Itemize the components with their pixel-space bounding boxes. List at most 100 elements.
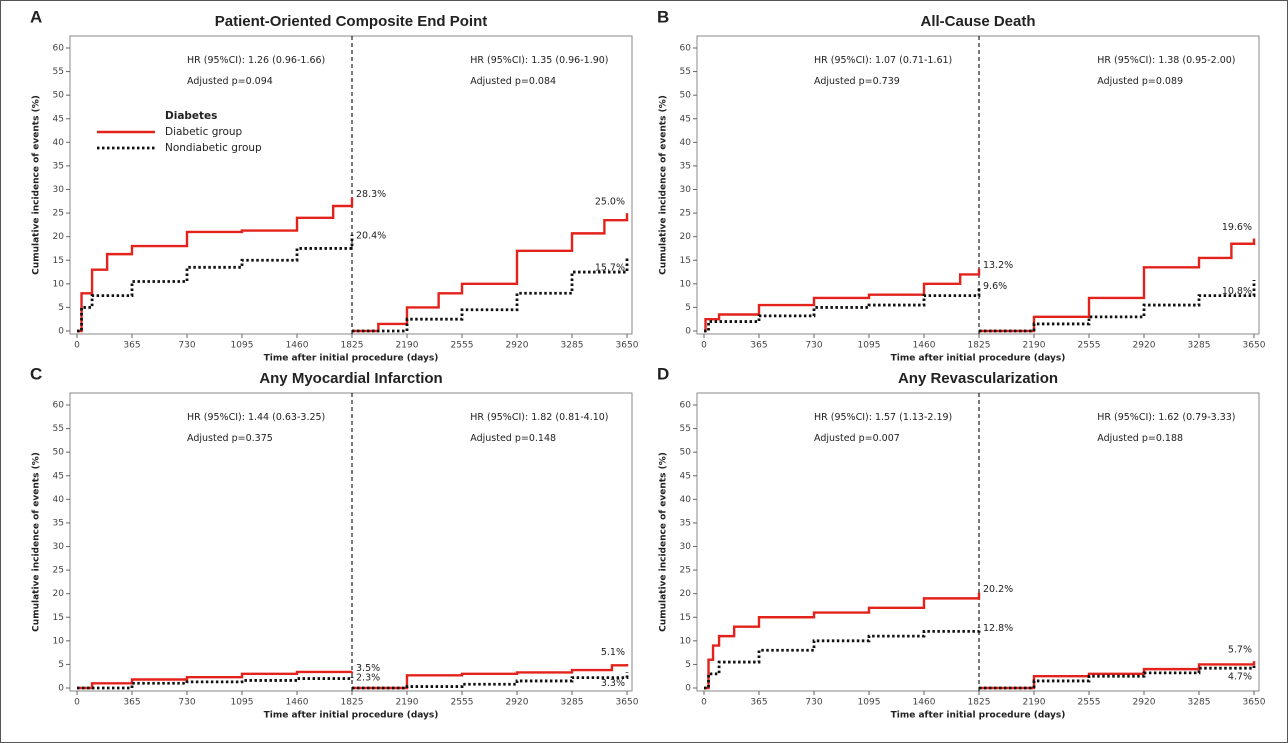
annotation: Adjusted p=0.375 [187, 433, 273, 444]
y-tick-label: 5 [58, 660, 64, 670]
x-tick-label: 2920 [506, 698, 529, 708]
y-axis-label: Cumulative incidence of events (%) [32, 95, 42, 275]
x-tick-label: 1095 [858, 341, 881, 351]
x-tick-label: 3285 [1188, 698, 1211, 708]
value-label: 25.0% [595, 196, 625, 207]
y-tick-label: 40 [53, 495, 65, 505]
y-tick-label: 60 [680, 401, 692, 411]
y-tick-label: 25 [680, 566, 691, 576]
x-tick-label: 3285 [561, 698, 584, 708]
y-tick-label: 10 [53, 636, 65, 646]
y-tick-label: 20 [680, 589, 692, 599]
x-tick-label: 3285 [1188, 341, 1211, 351]
legend-label: Diabetic group [165, 126, 243, 138]
x-tick-label: 2555 [1078, 698, 1101, 708]
y-tick-label: 55 [680, 67, 691, 77]
value-label: 5.1% [601, 647, 625, 658]
value-label: 15.7% [595, 263, 625, 274]
value-label: 12.8% [983, 623, 1013, 634]
annotation: Adjusted p=0.148 [470, 433, 556, 444]
value-label: 10.8% [1222, 286, 1252, 297]
y-tick-label: 5 [685, 660, 691, 670]
series-line [77, 197, 629, 333]
annotation: Adjusted p=0.739 [814, 76, 900, 87]
y-tick-label: 15 [680, 613, 691, 623]
y-tick-label: 45 [53, 114, 64, 124]
y-tick-label: 25 [53, 209, 64, 219]
annotation: HR (95%CI): 1.35 (0.96-1.90) [470, 55, 608, 66]
x-tick-label: 1460 [913, 698, 936, 708]
x-tick-label: 0 [74, 698, 80, 708]
value-label: 13.2% [983, 260, 1013, 271]
chart-title: Any Revascularization [898, 370, 1058, 387]
panel-letter: D [657, 364, 669, 383]
x-tick-label: 365 [750, 698, 767, 708]
y-tick-label: 25 [53, 566, 64, 576]
chart-title: Patient-Oriented Composite End Point [215, 13, 488, 30]
annotation: HR (95%CI): 1.62 (0.79-3.33) [1097, 412, 1235, 423]
x-tick-label: 0 [74, 341, 80, 351]
x-tick-label: 1460 [286, 341, 309, 351]
y-axis-label: Cumulative incidence of events (%) [32, 452, 42, 632]
y-tick-label: 50 [53, 91, 65, 101]
y-tick-label: 45 [680, 471, 691, 481]
annotation: HR (95%CI): 1.38 (0.95-2.00) [1097, 55, 1235, 66]
y-tick-label: 10 [53, 279, 65, 289]
y-tick-label: 5 [685, 303, 691, 313]
y-tick-label: 0 [58, 327, 64, 337]
x-axis-label: Time after initial procedure (days) [891, 354, 1066, 364]
x-tick-label: 1460 [913, 341, 936, 351]
value-label: 5.7% [1228, 644, 1252, 655]
x-tick-label: 2555 [451, 698, 474, 708]
x-tick-label: 2555 [1078, 341, 1101, 351]
x-axis-label: Time after initial procedure (days) [891, 711, 1066, 721]
y-tick-label: 40 [680, 138, 692, 148]
x-tick-label: 3285 [561, 341, 584, 351]
y-tick-label: 55 [53, 424, 64, 434]
x-tick-label: 1825 [341, 698, 364, 708]
legend-title: Diabetes [165, 110, 217, 122]
x-tick-label: 730 [178, 341, 195, 351]
y-tick-label: 60 [53, 44, 65, 54]
plot-frame [69, 35, 633, 335]
x-tick-label: 2190 [1023, 341, 1046, 351]
x-tick-label: 1825 [968, 698, 991, 708]
y-tick-label: 35 [680, 518, 691, 528]
y-tick-label: 20 [680, 232, 692, 242]
annotation: HR (95%CI): 1.26 (0.96-1.66) [187, 55, 325, 66]
y-tick-label: 35 [53, 518, 64, 528]
x-tick-label: 1095 [858, 698, 881, 708]
chart-title: Any Myocardial Infarction [259, 370, 442, 387]
y-tick-label: 10 [680, 279, 692, 289]
value-label: 19.6% [1222, 222, 1252, 233]
x-tick-label: 1460 [286, 698, 309, 708]
panel-letter: B [657, 7, 669, 26]
annotation: HR (95%CI): 1.44 (0.63-3.25) [187, 412, 325, 423]
annotation: HR (95%CI): 1.07 (0.71-1.61) [814, 55, 952, 66]
annotation: HR (95%CI): 1.82 (0.81-4.10) [470, 412, 608, 423]
x-tick-label: 2190 [1023, 698, 1046, 708]
y-tick-label: 5 [58, 303, 64, 313]
legend-label: Nondiabetic group [165, 142, 262, 154]
x-tick-label: 730 [805, 341, 822, 351]
x-axis-label: Time after initial procedure (days) [264, 711, 439, 721]
x-tick-label: 730 [805, 698, 822, 708]
x-tick-label: 3650 [1243, 341, 1266, 351]
value-label: 20.2% [983, 584, 1013, 595]
x-tick-label: 2555 [451, 341, 474, 351]
y-tick-label: 60 [53, 401, 65, 411]
y-tick-label: 25 [680, 209, 691, 219]
value-label: 2.3% [356, 673, 380, 684]
y-tick-label: 20 [53, 589, 65, 599]
chart-title: All-Cause Death [920, 13, 1035, 30]
y-tick-label: 55 [680, 424, 691, 434]
annotation: Adjusted p=0.094 [187, 76, 273, 87]
y-axis-label: Cumulative incidence of events (%) [659, 452, 669, 632]
x-tick-label: 2190 [396, 341, 419, 351]
plot-frame [696, 392, 1260, 692]
value-label: 3.5% [356, 663, 380, 674]
y-tick-label: 15 [680, 256, 691, 266]
x-tick-label: 1825 [341, 341, 364, 351]
